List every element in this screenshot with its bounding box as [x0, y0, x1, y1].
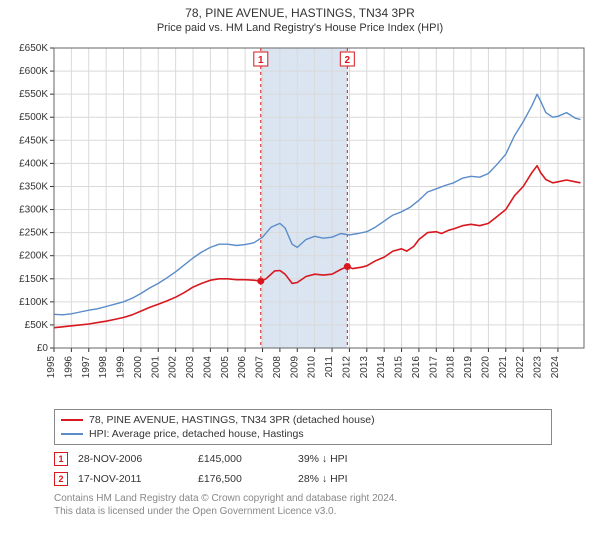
svg-text:£550K: £550K — [19, 89, 48, 100]
legend: 78, PINE AVENUE, HASTINGS, TN34 3PR (det… — [54, 409, 552, 445]
sale-price: £176,500 — [198, 473, 288, 485]
svg-text:2019: 2019 — [463, 356, 474, 379]
svg-text:2012: 2012 — [341, 356, 352, 379]
svg-text:2024: 2024 — [550, 356, 561, 379]
svg-text:2002: 2002 — [168, 356, 179, 379]
sale-marker-icon: 2 — [54, 472, 68, 486]
svg-text:£600K: £600K — [19, 66, 48, 77]
svg-text:£450K: £450K — [19, 135, 48, 146]
svg-text:2017: 2017 — [428, 356, 439, 379]
attribution-line2: This data is licensed under the Open Gov… — [54, 506, 552, 519]
svg-text:1: 1 — [258, 55, 264, 66]
svg-text:2001: 2001 — [150, 356, 161, 379]
svg-text:£350K: £350K — [19, 181, 48, 192]
svg-text:1998: 1998 — [98, 356, 109, 379]
svg-text:£200K: £200K — [19, 251, 48, 262]
svg-text:2003: 2003 — [185, 356, 196, 379]
svg-text:£300K: £300K — [19, 205, 48, 216]
svg-text:£50K: £50K — [25, 320, 49, 331]
legend-label: 78, PINE AVENUE, HASTINGS, TN34 3PR (det… — [89, 413, 375, 427]
sale-row: 2 17-NOV-2011 £176,500 28% ↓ HPI — [54, 469, 552, 489]
svg-text:2004: 2004 — [202, 356, 213, 379]
svg-text:2000: 2000 — [133, 356, 144, 379]
line-chart-svg: £0 £50K £100K £150K £200K £250K £300K £350K £400… — [10, 38, 590, 403]
svg-text:1995: 1995 — [46, 356, 57, 379]
sale-date: 28-NOV-2006 — [78, 453, 188, 465]
svg-text:£150K: £150K — [19, 274, 48, 285]
svg-text:£500K: £500K — [19, 112, 48, 123]
svg-text:2010: 2010 — [307, 356, 318, 379]
sale-row: 1 28-NOV-2006 £145,000 39% ↓ HPI — [54, 449, 552, 469]
svg-text:2016: 2016 — [411, 356, 422, 379]
svg-text:1999: 1999 — [116, 356, 127, 379]
sale-delta: 28% ↓ HPI — [298, 473, 398, 485]
chart-area: £0 £50K £100K £150K £200K £250K £300K £350K £400… — [10, 38, 590, 403]
svg-text:2013: 2013 — [359, 356, 370, 379]
legend-row: 78, PINE AVENUE, HASTINGS, TN34 3PR (det… — [61, 413, 545, 427]
legend-row: HPI: Average price, detached house, Hast… — [61, 427, 545, 441]
svg-text:2020: 2020 — [480, 356, 491, 379]
svg-text:2006: 2006 — [237, 356, 248, 379]
legend-label: HPI: Average price, detached house, Hast… — [89, 427, 304, 441]
sale-delta: 39% ↓ HPI — [298, 453, 398, 465]
svg-text:1996: 1996 — [63, 356, 74, 379]
chart-title: 78, PINE AVENUE, HASTINGS, TN34 3PR — [10, 6, 590, 20]
svg-text:£250K: £250K — [19, 228, 48, 239]
chart-subtitle: Price paid vs. HM Land Registry's House … — [10, 22, 590, 34]
sale-price: £145,000 — [198, 453, 288, 465]
svg-text:2014: 2014 — [376, 356, 387, 379]
svg-text:2009: 2009 — [289, 356, 300, 379]
svg-text:2023: 2023 — [533, 356, 544, 379]
legend-swatch — [61, 433, 83, 435]
svg-text:£650K: £650K — [19, 43, 48, 54]
sale-date: 17-NOV-2011 — [78, 473, 188, 485]
sale-marker-icon: 1 — [54, 452, 68, 466]
svg-text:2007: 2007 — [255, 356, 266, 379]
attribution: Contains HM Land Registry data © Crown c… — [54, 493, 552, 518]
svg-text:2: 2 — [345, 55, 351, 66]
svg-text:2011: 2011 — [324, 356, 335, 378]
svg-text:2008: 2008 — [272, 356, 283, 379]
svg-text:2021: 2021 — [498, 356, 509, 379]
svg-text:2005: 2005 — [220, 356, 231, 379]
svg-text:£400K: £400K — [19, 158, 48, 169]
attribution-line1: Contains HM Land Registry data © Crown c… — [54, 493, 552, 506]
svg-text:£100K: £100K — [19, 297, 48, 308]
legend-swatch — [61, 419, 83, 421]
svg-text:2015: 2015 — [394, 356, 405, 379]
svg-text:2018: 2018 — [446, 356, 457, 379]
chart-container: 78, PINE AVENUE, HASTINGS, TN34 3PR Pric… — [0, 0, 600, 560]
svg-text:2022: 2022 — [515, 356, 526, 379]
svg-text:1997: 1997 — [81, 356, 92, 379]
svg-text:£0: £0 — [37, 343, 49, 354]
sales-table: 1 28-NOV-2006 £145,000 39% ↓ HPI 2 17-NOV-201… — [54, 449, 552, 489]
